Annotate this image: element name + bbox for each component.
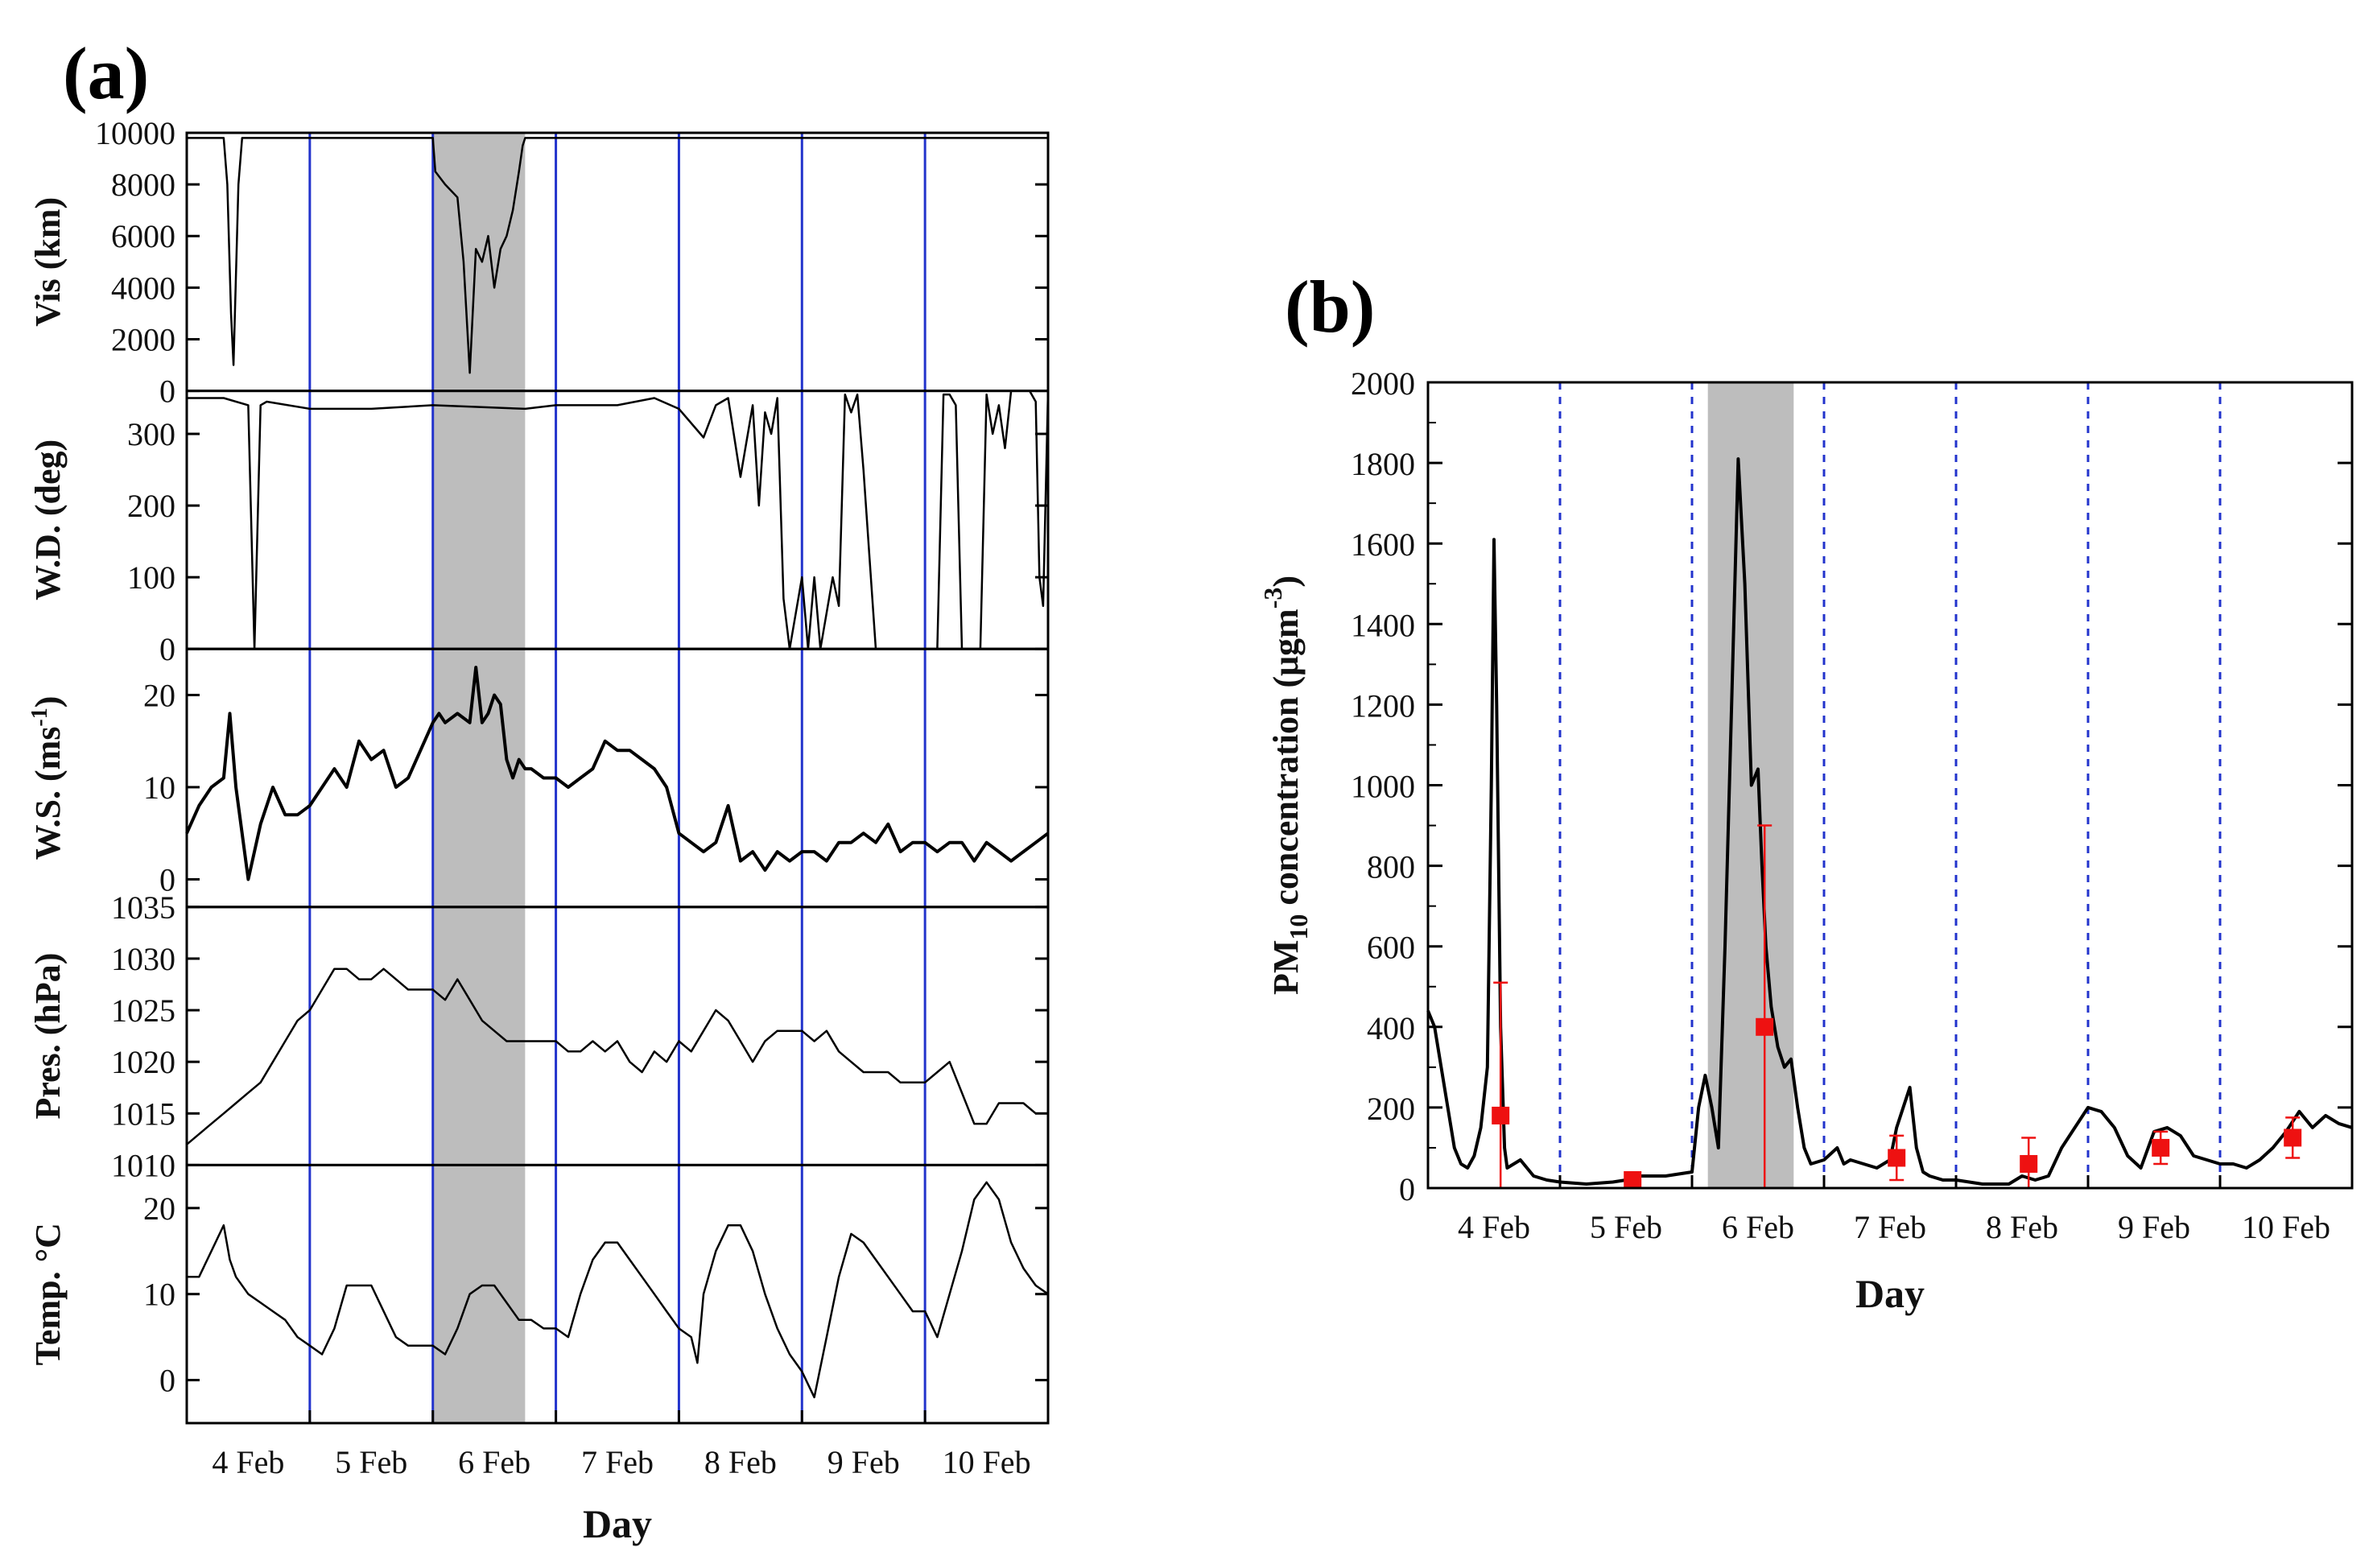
frame-wind_speed (185, 647, 1050, 909)
subplot-wind_direction: 0 100 200 300 W.D. (deg) (28, 390, 1050, 667)
ytick-label-wind_speed-1: 10 (143, 770, 175, 806)
ylabel-b-pm: PM (1266, 940, 1306, 995)
ytick-label-wind_direction-1: 100 (127, 559, 175, 596)
line-pressure (186, 968, 1048, 1145)
line-wind_speed (185, 666, 1050, 881)
ylabel-wind_speed: W.S. (ms-1) (27, 696, 68, 860)
subplot-wind_speed: 0 10 20 W.S. (ms-1) (27, 647, 1050, 909)
daily-mean-marker-0 (1492, 1106, 1510, 1124)
line-pm10-hourly (1426, 457, 2353, 1186)
ytick-label-b-4: 800 (1367, 849, 1415, 885)
panel-a-label: (a) (63, 32, 149, 114)
ytick-label-temperature-2: 20 (143, 1190, 175, 1227)
ytick-label-wind_speed-0: 0 (159, 861, 175, 897)
xtick-label-b-2: 6 Feb (1722, 1209, 1794, 1245)
panel-b-label: (b) (1285, 266, 1375, 348)
ytick-label-visibility-5: 10000 (95, 115, 175, 151)
xtick-label-a-4: 8 Feb (704, 1444, 777, 1480)
xtick-label-b-1: 5 Feb (1590, 1209, 1662, 1245)
ylabel-b-superscript: -3 (1258, 588, 1287, 609)
ytick-label-pressure-1: 1015 (111, 1096, 175, 1132)
ytick-label-visibility-4: 8000 (111, 167, 175, 203)
ytick-label-b-5: 1000 (1351, 769, 1415, 805)
ytick-label-pressure-4: 1030 (111, 941, 175, 977)
ytick-label-b-8: 1600 (1351, 526, 1415, 563)
ylabel-wind_direction: W.D. (deg) (28, 439, 68, 600)
shaded-region-a (432, 133, 526, 1423)
ylabel-ws-base: W.S. (ms (28, 727, 68, 860)
chart-b-pm10: 0 200 400 600 800 1000 1200 1400 1600 1800 2000 4 F… (1258, 365, 2354, 1316)
ytick-label-visibility-1: 2000 (111, 321, 175, 357)
ylabel-temperature: Temp. °C (28, 1223, 68, 1365)
xtick-label-b-6: 10 Feb (2242, 1209, 2330, 1245)
ytick-label-pressure-5: 1035 (111, 889, 175, 926)
daily-mean-marker-2 (1756, 1017, 1774, 1036)
xtick-label-a-3: 7 Feb (581, 1444, 654, 1480)
xtick-label-a-5: 9 Feb (827, 1444, 900, 1480)
ytick-label-wind_speed-2: 20 (143, 677, 175, 713)
daily-mean-marker-5 (2152, 1138, 2170, 1157)
xlabel-a: Day (583, 1501, 652, 1546)
frame-wind_direction (185, 390, 1050, 650)
xtick-label-b-0: 4 Feb (1458, 1209, 1530, 1245)
ytick-label-b-9: 1800 (1351, 446, 1415, 482)
daily-mean-marker-1 (1624, 1170, 1642, 1189)
xtick-label-b-3: 7 Feb (1854, 1209, 1926, 1245)
xtick-label-a-0: 4 Feb (212, 1444, 284, 1480)
ylabel-b-end: ) (1266, 576, 1306, 588)
frame-temperature (185, 1163, 1050, 1425)
ytick-label-b-2: 400 (1367, 1010, 1415, 1046)
frame-visibility (185, 131, 1050, 393)
ylabel-visibility: Vis (km) (28, 197, 68, 327)
ytick-label-visibility-2: 4000 (111, 270, 175, 306)
line-wind_direction (187, 390, 1050, 650)
ylabel-b-mid: concentration (μgm (1266, 609, 1306, 914)
ylabel-b: PM10 concentration (μgm-3) (1258, 576, 1313, 995)
xtick-label-a-1: 5 Feb (335, 1444, 407, 1480)
subplot-pressure: 1010 1015 1020 1025 1030 1035 Pres. (hPa) (28, 889, 1050, 1183)
subplot-visibility: 0 2000 4000 6000 8000 10000 Vis (km) (28, 115, 1050, 410)
line-temperature (187, 1181, 1049, 1399)
ytick-label-wind_direction-3: 300 (127, 416, 175, 452)
ytick-label-visibility-0: 0 (159, 373, 175, 410)
frame-pressure (185, 906, 1050, 1166)
ytick-label-temperature-0: 0 (159, 1363, 175, 1399)
ytick-label-temperature-1: 10 (143, 1277, 175, 1313)
ytick-label-b-0: 0 (1399, 1171, 1415, 1207)
daily-mean-marker-3 (1888, 1149, 1906, 1167)
ytick-label-wind_direction-2: 200 (127, 488, 175, 524)
ytick-label-b-10: 2000 (1351, 365, 1415, 402)
ytick-label-pressure-3: 1025 (111, 992, 175, 1029)
xlabel-b: Day (1855, 1271, 1925, 1316)
line-visibility (187, 137, 1048, 374)
ylabel-ws-superscript: -1 (27, 708, 52, 726)
ytick-label-b-6: 1200 (1351, 687, 1415, 724)
ytick-label-wind_direction-0: 0 (159, 631, 175, 667)
ylabel-ws-close: ) (28, 696, 68, 708)
ylabel-b-subscript: 10 (1284, 914, 1313, 940)
daily-mean-marker-6 (2284, 1129, 2302, 1147)
ytick-label-b-7: 1400 (1351, 607, 1415, 643)
xtick-label-a-2: 6 Feb (458, 1444, 530, 1480)
xtick-label-a-6: 10 Feb (943, 1444, 1031, 1480)
subplot-temperature: 0 10 20 Temp. °C (28, 1163, 1050, 1425)
ytick-label-b-3: 600 (1367, 930, 1415, 966)
xtick-label-b-4: 8 Feb (1986, 1209, 2058, 1245)
ytick-label-visibility-3: 6000 (111, 218, 175, 254)
ytick-label-pressure-0: 1010 (111, 1147, 175, 1183)
frame-b (1426, 381, 2354, 1190)
ytick-label-b-1: 200 (1367, 1091, 1415, 1127)
ylabel-pressure: Pres. (hPa) (28, 953, 68, 1120)
daily-mean-marker-4 (2020, 1154, 2038, 1173)
xtick-label-b-5: 9 Feb (2118, 1209, 2190, 1245)
ytick-label-pressure-2: 1020 (111, 1044, 175, 1080)
